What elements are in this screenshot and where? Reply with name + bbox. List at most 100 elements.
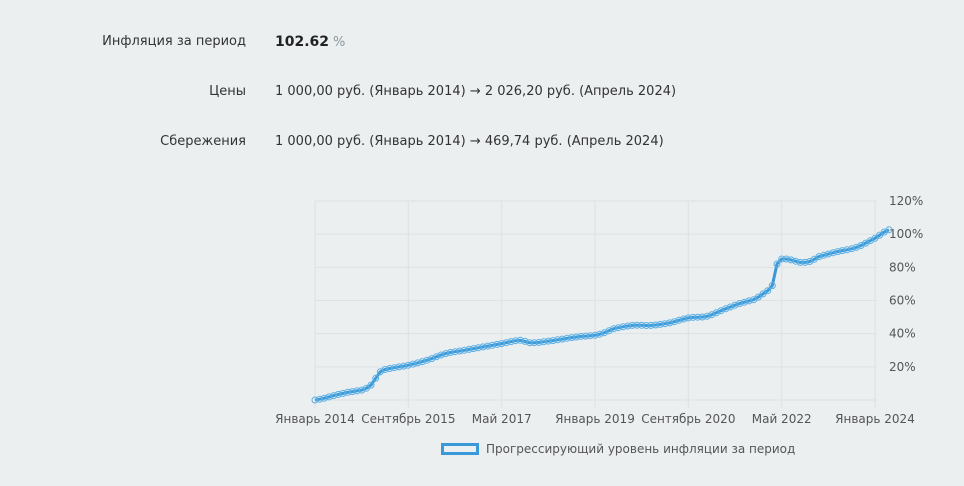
data-point-marker[interactable]	[488, 341, 496, 349]
data-point-marker[interactable]	[647, 321, 655, 329]
data-point-marker[interactable]	[852, 243, 860, 251]
data-point-marker[interactable]	[386, 365, 394, 372]
data-point-marker[interactable]	[591, 331, 599, 339]
data-point-marker[interactable]	[526, 339, 534, 347]
data-point-marker[interactable]	[362, 384, 370, 392]
data-point-marker[interactable]	[843, 246, 851, 254]
data-point-marker[interactable]	[698, 313, 706, 321]
data-point-marker[interactable]	[577, 332, 585, 340]
data-point-marker[interactable]	[792, 257, 800, 265]
data-point-marker[interactable]	[325, 393, 333, 401]
data-point-marker[interactable]	[442, 350, 450, 358]
data-point-marker[interactable]	[470, 345, 478, 353]
data-point-marker[interactable]	[493, 340, 501, 348]
data-point-marker[interactable]	[348, 388, 356, 396]
data-point-marker[interactable]	[661, 320, 669, 328]
data-point-marker[interactable]	[572, 333, 580, 341]
data-point-marker[interactable]	[614, 324, 622, 332]
data-point-marker[interactable]	[586, 332, 594, 340]
data-point-marker[interactable]	[680, 315, 688, 323]
data-point-marker[interactable]	[544, 337, 552, 345]
data-point-marker[interactable]	[451, 348, 459, 356]
data-point-marker[interactable]	[759, 290, 767, 298]
data-point-marker[interactable]	[320, 394, 328, 402]
data-point-marker[interactable]	[390, 364, 398, 372]
data-point-marker[interactable]	[330, 392, 338, 400]
data-point-marker[interactable]	[516, 336, 524, 344]
data-point-marker[interactable]	[736, 300, 744, 307]
data-point-marker[interactable]	[796, 258, 804, 266]
data-point-marker[interactable]	[834, 248, 842, 256]
data-point-marker[interactable]	[773, 260, 781, 268]
data-point-marker[interactable]	[689, 313, 697, 321]
data-point-marker[interactable]	[694, 313, 702, 321]
data-point-marker[interactable]	[367, 381, 375, 389]
data-point-marker[interactable]	[768, 282, 776, 290]
data-point-marker[interactable]	[801, 258, 809, 266]
data-point-marker[interactable]	[465, 345, 473, 353]
data-point-marker[interactable]	[642, 322, 650, 329]
data-point-marker[interactable]	[372, 374, 380, 382]
data-point-marker[interactable]	[787, 256, 795, 264]
data-point-marker[interactable]	[824, 250, 832, 258]
data-point-marker[interactable]	[652, 321, 660, 329]
data-point-marker[interactable]	[339, 389, 347, 397]
data-point-marker[interactable]	[432, 353, 440, 361]
data-point-marker[interactable]	[530, 339, 538, 347]
data-point-marker[interactable]	[404, 361, 412, 369]
data-point-marker[interactable]	[409, 360, 417, 368]
data-point-marker[interactable]	[740, 298, 748, 306]
data-point-marker[interactable]	[423, 356, 431, 364]
data-point-marker[interactable]	[395, 363, 403, 371]
data-point-marker[interactable]	[722, 305, 730, 313]
chart-legend-item[interactable]: Прогрессирующий уровень инфляции за пери…	[441, 440, 795, 458]
data-point-marker[interactable]	[535, 338, 543, 346]
data-point-marker[interactable]	[871, 234, 879, 242]
data-point-marker[interactable]	[666, 319, 674, 327]
data-point-marker[interactable]	[353, 387, 361, 395]
data-point-marker[interactable]	[484, 342, 492, 350]
data-point-marker[interactable]	[754, 293, 762, 301]
data-point-marker[interactable]	[549, 337, 557, 345]
data-point-marker[interactable]	[502, 339, 510, 347]
data-point-marker[interactable]	[512, 337, 520, 345]
data-point-marker[interactable]	[437, 351, 445, 359]
data-point-marker[interactable]	[815, 253, 823, 261]
data-point-marker[interactable]	[624, 322, 632, 330]
data-point-marker[interactable]	[764, 287, 772, 295]
data-point-marker[interactable]	[838, 247, 846, 255]
data-point-marker[interactable]	[381, 366, 389, 373]
inflation-line-series[interactable]	[311, 226, 893, 404]
data-point-marker[interactable]	[848, 245, 856, 253]
data-point-marker[interactable]	[600, 329, 608, 337]
data-point-marker[interactable]	[554, 336, 562, 344]
data-point-marker[interactable]	[778, 255, 786, 263]
data-point-marker[interactable]	[619, 323, 627, 331]
data-point-marker[interactable]	[460, 346, 468, 354]
data-point-marker[interactable]	[311, 396, 319, 404]
data-point-marker[interactable]	[474, 344, 482, 352]
data-point-marker[interactable]	[418, 358, 426, 366]
data-point-marker[interactable]	[563, 334, 571, 342]
data-point-marker[interactable]	[521, 337, 529, 345]
data-point-marker[interactable]	[885, 226, 893, 234]
data-point-marker[interactable]	[414, 359, 422, 367]
data-point-marker[interactable]	[717, 307, 725, 315]
data-point-marker[interactable]	[316, 395, 324, 403]
data-point-marker[interactable]	[675, 316, 683, 324]
data-point-marker[interactable]	[726, 303, 734, 311]
data-point-marker[interactable]	[507, 338, 515, 346]
data-point-marker[interactable]	[596, 330, 604, 338]
data-point-marker[interactable]	[540, 338, 548, 346]
data-point-marker[interactable]	[684, 314, 692, 322]
data-point-marker[interactable]	[428, 355, 436, 363]
data-point-marker[interactable]	[456, 347, 464, 355]
data-point-marker[interactable]	[656, 320, 664, 328]
data-point-marker[interactable]	[344, 388, 352, 396]
data-point-marker[interactable]	[558, 335, 566, 343]
data-point-marker[interactable]	[446, 349, 454, 356]
data-point-marker[interactable]	[633, 321, 641, 329]
data-point-marker[interactable]	[568, 334, 576, 342]
data-point-marker[interactable]	[479, 343, 487, 351]
data-point-marker[interactable]	[745, 297, 753, 305]
